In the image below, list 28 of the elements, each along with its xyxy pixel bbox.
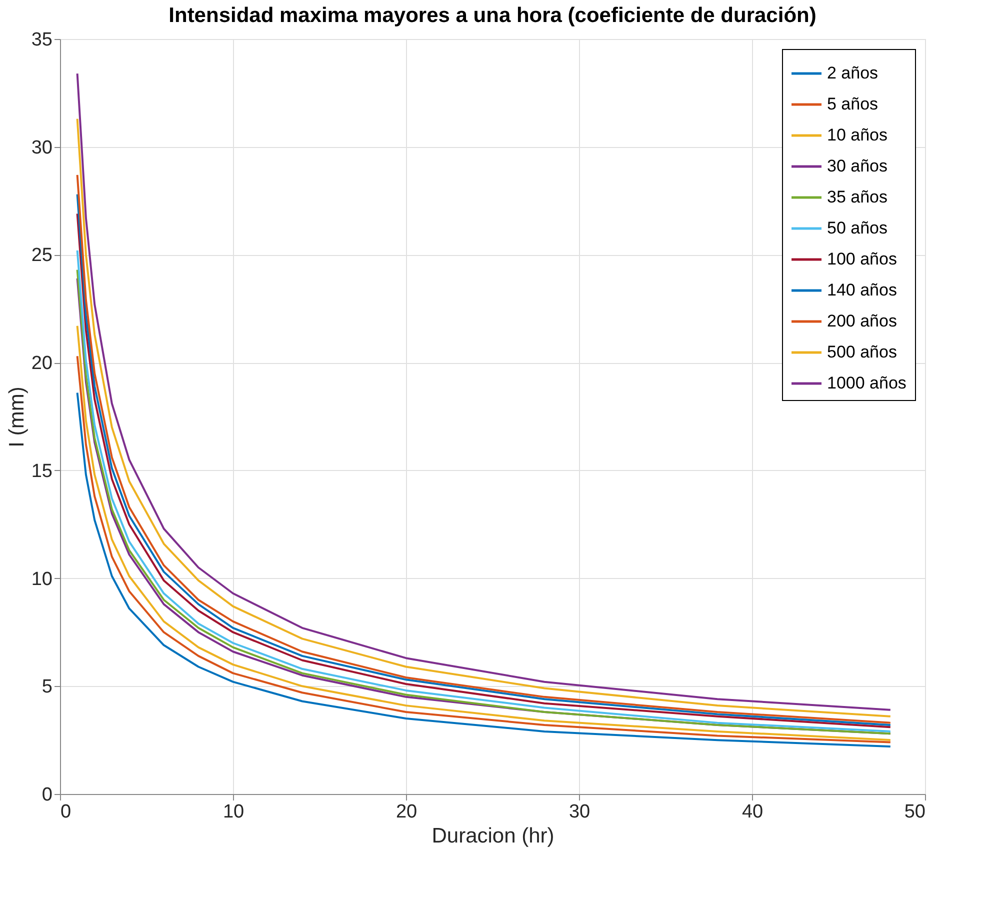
legend-label: 50 años (827, 218, 888, 238)
legend-label: 5 años (827, 94, 878, 114)
legend-label: 30 años (827, 156, 888, 176)
y-tick-label: 10 (31, 568, 52, 590)
chart-title: Intensidad maxima mayores a una hora (coeficiente de duración) (168, 4, 816, 27)
y-tick-label: 20 (31, 353, 52, 374)
y-tick-label: 35 (31, 30, 52, 50)
y-tick-label: 5 (42, 676, 52, 698)
y-tick-label: 0 (42, 784, 52, 806)
x-tick-label: 10 (222, 802, 244, 822)
y-tick-label: 30 (31, 137, 52, 158)
legend-label: 140 años (827, 280, 897, 300)
legend-label: 500 años (827, 342, 897, 362)
legend-label: 35 años (827, 188, 888, 206)
y-tick-label: 25 (31, 245, 52, 266)
x-tick-label: 30 (568, 802, 590, 822)
legend-label: 2 años (827, 64, 878, 82)
y-axis-title: I (mm) (5, 386, 28, 448)
x-axis-title: Duracion (hr) (432, 824, 554, 848)
y-tick-label: 15 (31, 460, 52, 482)
legend-label: 200 años (827, 312, 897, 330)
x-tick-label: 50 (904, 802, 926, 822)
legend-label: 1000 años (827, 374, 906, 392)
legend-label: 10 años (827, 126, 888, 144)
x-tick-label: 0 (60, 802, 72, 822)
x-tick-label: 40 (742, 802, 764, 822)
x-tick-label: 20 (396, 802, 418, 822)
legend-label: 100 años (827, 250, 897, 268)
